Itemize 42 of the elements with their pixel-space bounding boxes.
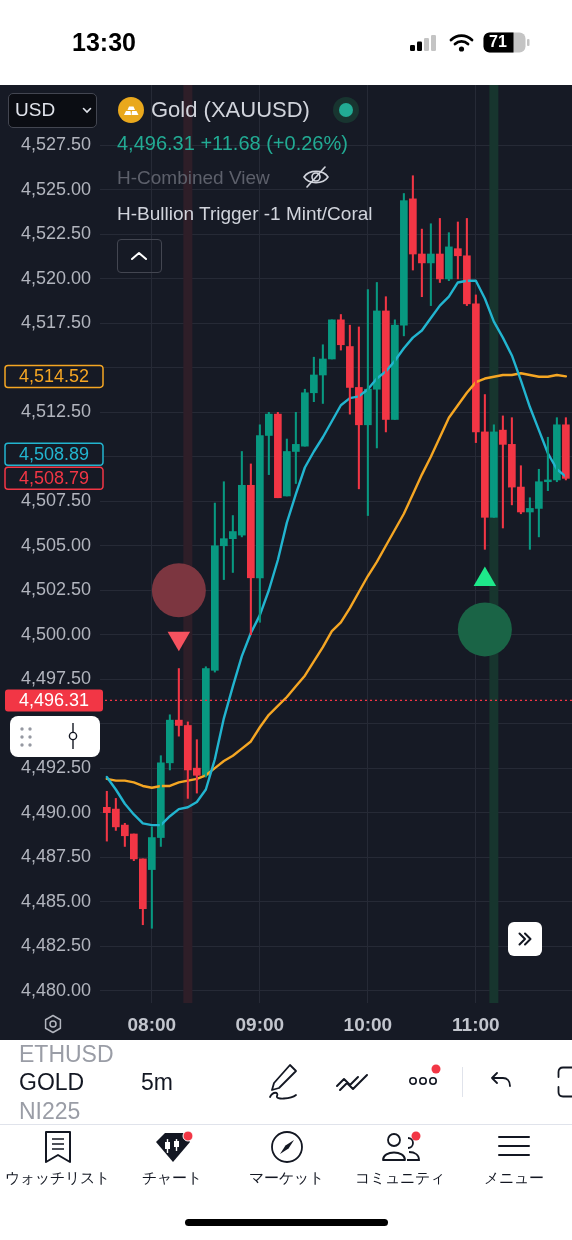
text: 4,508.79 (18, 468, 90, 489)
text: ウォッチリスト (4, 1169, 110, 1186)
text: 4,496.31 +11.68 (+0.26%) (117, 132, 348, 154)
text: マーケット (248, 1169, 324, 1186)
x-tick-label: 10:00 (343, 1013, 393, 1035)
text: Gold (XAUUSD) (151, 97, 310, 122)
text: コミュニティ (355, 1169, 445, 1186)
text: ETHUSD (19, 1041, 114, 1067)
candlestick (328, 319, 336, 360)
text: メニュー (484, 1169, 544, 1186)
y-tick-label: 4,522.50 (20, 223, 91, 244)
y-tick-label: 4,525.00 (20, 178, 91, 199)
y-tick-label: 4,507.50 (20, 490, 91, 511)
y-tick-label: 4,500.00 (20, 623, 91, 644)
y-tick-label: 4,482.50 (20, 935, 91, 956)
text: USD (15, 99, 56, 120)
y-tick-label: 4,490.00 (20, 801, 91, 822)
annotation: H-Combined View (117, 167, 270, 188)
ref-line-label: 4,496.31 (18, 690, 90, 711)
y-tick-label: 4,487.50 (20, 846, 91, 867)
text: GOLD (19, 1069, 85, 1095)
y-tick-label: 4,497.50 (20, 668, 91, 689)
y-tick-label: 4,502.50 (20, 579, 91, 600)
y-tick-label: 4,492.50 (20, 757, 91, 778)
text: チャート (142, 1169, 202, 1186)
y-tick-label: 4,485.00 (20, 890, 91, 911)
y-tick-label: 4,505.00 (20, 534, 91, 555)
y-tick-label: 4,512.50 (20, 401, 91, 422)
text: 4,508.89 (18, 444, 90, 465)
text: 71 (489, 33, 507, 50)
y-tick-label: 4,480.00 (20, 979, 91, 1000)
y-tick-label: 4,527.50 (20, 134, 91, 155)
x-tick-label: 08:00 (127, 1013, 177, 1035)
text: 5m (141, 1069, 173, 1095)
text: 13:30 (72, 28, 136, 56)
x-tick-label: 11:00 (452, 1013, 500, 1035)
text: NI225 (19, 1098, 81, 1124)
y-tick-label: 4,517.50 (20, 312, 91, 333)
x-tick-label: 09:00 (235, 1013, 285, 1035)
annotation: H-Bullion Trigger -1 Mint/Coral (117, 203, 373, 224)
text: 4,514.52 (18, 366, 90, 387)
y-tick-label: 4,520.00 (20, 267, 91, 288)
